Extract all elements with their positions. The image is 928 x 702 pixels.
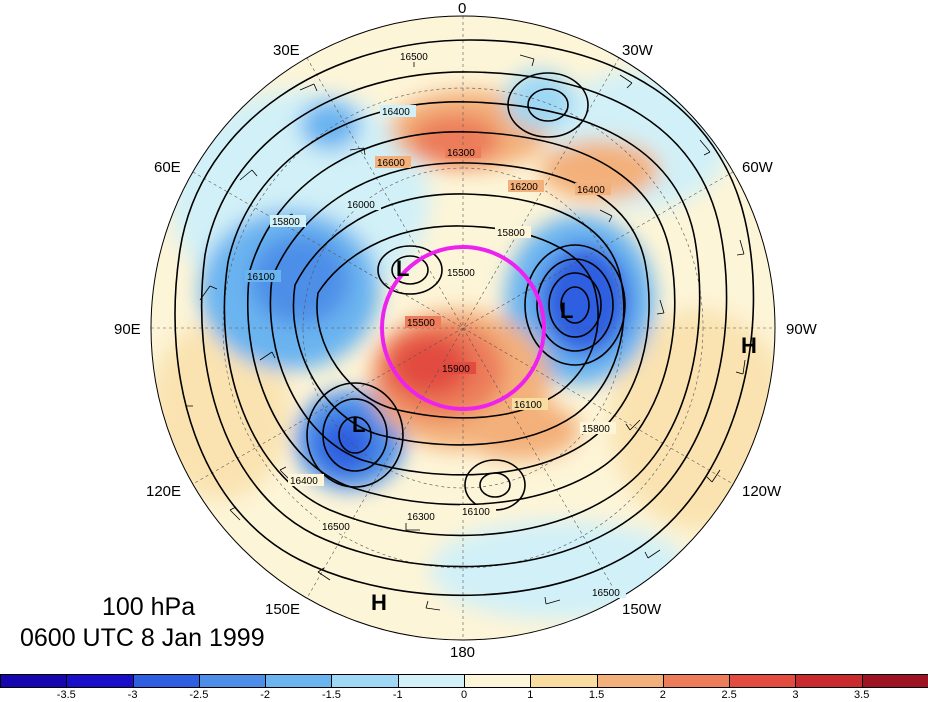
contour-label: 16500 (322, 522, 350, 533)
colorbar-tick-label: -1.5 (321, 689, 341, 701)
colorbar-swatch (464, 674, 532, 688)
longitude-label-90w: 90W (786, 321, 817, 338)
contour-label: 16000 (347, 200, 375, 211)
contour-label: 16200 (510, 182, 538, 193)
contour-label: 15500 (447, 268, 475, 279)
longitude-label-120e: 120E (146, 483, 182, 500)
colorbar-swatch (729, 674, 797, 688)
colorbar-tick-label: 1 (527, 689, 534, 701)
pressure-level-caption: 100 hPa (102, 593, 196, 621)
contour-label: 15800 (497, 228, 525, 239)
contour-label: 15900 (442, 364, 470, 375)
low-center-symbol: L (352, 412, 365, 437)
contour-label: 16100 (462, 507, 490, 518)
colorbar-tick-label: -1 (392, 689, 403, 701)
contour-label: 16500 (592, 588, 620, 599)
colorbar-swatch (861, 674, 928, 688)
longitude-label-0: 0 (458, 0, 467, 17)
colorbar-swatch (795, 674, 863, 688)
contour-label: 16100 (247, 272, 275, 283)
longitude-label-150e: 150E (265, 601, 301, 618)
colorbar-tick-label: 0 (460, 689, 468, 701)
polar-stereographic-map: 16500 16400 16300 16200 16400 16000 1580… (150, 15, 776, 641)
colorbar-swatch (198, 674, 267, 688)
colorbar-tick-label: -2.5 (189, 689, 209, 701)
colorbar-tick-label: 3.5 (854, 689, 870, 701)
contour-label: 16600 (377, 158, 405, 169)
colorbar-tick-label: 3 (792, 689, 799, 701)
low-center-symbol: L (560, 298, 573, 323)
pressure-centers: L L L H H (352, 256, 757, 615)
contour-label: 15800 (582, 424, 610, 435)
contour-label: 15500 (407, 318, 435, 329)
contour-label: 16100 (514, 400, 542, 411)
high-center-symbol: H (371, 590, 387, 615)
colorbar-swatch (132, 674, 200, 688)
contour-value-labels: 16500 16400 16300 16200 16400 16000 1580… (245, 50, 626, 599)
colorbar-swatch (331, 674, 399, 688)
colorbar-tick-label: -3 (127, 689, 138, 701)
valid-time-caption: 0600 UTC 8 Jan 1999 (20, 624, 265, 652)
longitude-label-180: 180 (450, 644, 476, 661)
contour-label: 16300 (447, 148, 475, 159)
contour-label: 16500 (400, 52, 428, 63)
map-boundary (150, 15, 776, 641)
colorbar-swatch (596, 674, 664, 688)
longitude-label-30w: 30W (622, 42, 653, 59)
contour-label: 16300 (407, 512, 435, 523)
colorbar-tick-label: 2 (659, 689, 666, 701)
longitude-label-60w: 60W (742, 159, 773, 176)
colorbar-tick-label: -3.5 (56, 689, 76, 701)
colorbar-tick-label: -2 (260, 689, 271, 701)
colorbar-swatch (66, 674, 134, 688)
colorbar-swatch (397, 674, 465, 688)
colorbar-tick-label: 1.5 (588, 689, 605, 701)
longitude-label-90e: 90E (114, 321, 141, 338)
longitude-label-150w: 150W (622, 601, 662, 618)
longitude-label-120w: 120W (742, 483, 782, 500)
longitude-label-30e: 30E (273, 42, 300, 59)
contour-label: 16400 (290, 476, 318, 487)
low-center-symbol: L (396, 256, 409, 281)
colorbar-swatch (265, 674, 333, 688)
colorbar-swatch (662, 674, 731, 688)
wind-barbs (185, 54, 746, 611)
colorbar-swatch (0, 674, 68, 688)
contour-label: 16400 (382, 107, 410, 118)
contour-label: 16400 (577, 185, 605, 196)
colorbar-swatch (530, 674, 598, 688)
colorbar: -3.5 -3 -2.5 -2 -1.5 -1 0 1 1.5 2 2.5 3 3.5 (0, 674, 928, 702)
highlight-circle (380, 245, 546, 411)
high-center-symbol: H (741, 333, 757, 358)
longitude-label-60e: 60E (154, 159, 181, 176)
colorbar-tick-label: 2.5 (721, 689, 737, 701)
contour-label: 15800 (272, 217, 300, 228)
